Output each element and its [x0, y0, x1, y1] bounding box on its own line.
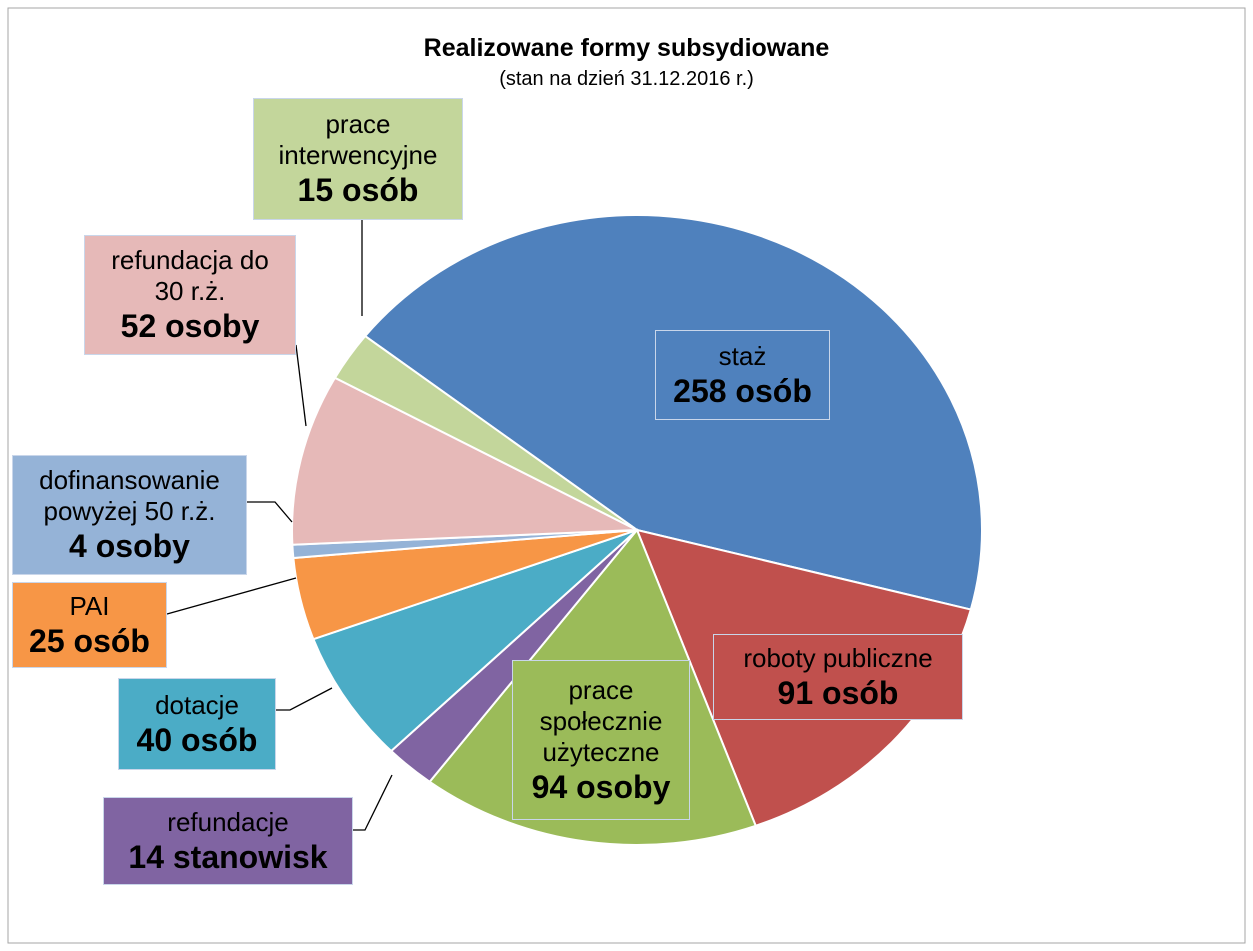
value-label: 91 osób [777, 674, 899, 711]
category-label: prace społecznie użyteczne [539, 674, 663, 767]
leader-line [166, 577, 297, 615]
value-label: 15 osób [297, 172, 419, 208]
value-label: 52 osoby [120, 308, 260, 344]
slice-label: PAI 25 osób [12, 582, 167, 668]
category-label: dofinansowanie powyżej 50 r.ż. [39, 465, 220, 526]
slice-label: roboty publiczne 91 osób [713, 634, 963, 720]
leader-line [247, 501, 293, 523]
pie-slice [333, 334, 638, 531]
category-label: staż [718, 340, 767, 371]
slice-label: dofinansowanie powyżej 50 r.ż. 4 osoby [12, 455, 247, 575]
value-label: 4 osoby [69, 528, 190, 564]
pie-slice [312, 529, 638, 753]
category-label: roboty publiczne [743, 642, 933, 673]
pie-slice [291, 376, 641, 546]
slice-label: prace społecznie użyteczne 94 osoby [512, 660, 690, 820]
chart-title: Realizowane formy subsydiowane [423, 34, 830, 62]
value-label: 14 stanowisk [128, 838, 328, 875]
value-label: 40 osób [136, 721, 258, 758]
category-label: dotacje [155, 689, 239, 720]
category-label: prace interwencyjne [278, 109, 438, 170]
category-label: refundacje [167, 806, 289, 837]
leader-line [295, 344, 307, 427]
slice-label: staż 258 osób [655, 330, 830, 420]
leader-lines [166, 220, 393, 831]
value-label: 25 osób [29, 622, 150, 659]
leader-line [353, 774, 393, 831]
slice-label: dotacje 40 osób [118, 678, 276, 770]
slice-label: prace interwencyjne 15 osób [253, 98, 463, 220]
category-label: PAI [69, 590, 110, 621]
slice-label: refundacje 14 stanowisk [103, 797, 353, 885]
category-label: refundacja do 30 r.ż. [111, 245, 269, 306]
chart-subtitle: (stan na dzień 31.12.2016 r.) [499, 68, 754, 90]
leader-line [276, 687, 333, 711]
value-label: 94 osoby [531, 768, 671, 805]
value-label: 258 osób [673, 372, 812, 409]
slice-label: refundacja do 30 r.ż. 52 osoby [84, 235, 296, 355]
